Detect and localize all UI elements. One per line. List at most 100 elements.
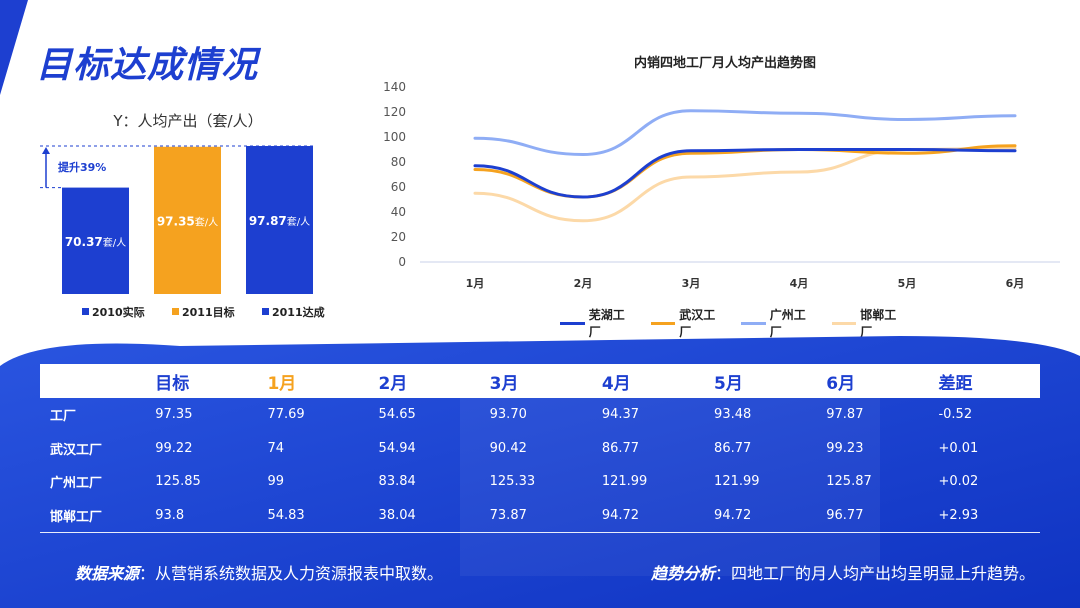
table-row-label: 工厂 bbox=[50, 409, 77, 425]
y-tick-label: 80 bbox=[391, 155, 406, 169]
table-row: 邯郸工厂 93.8 54.83 38.04 73.87 94.72 94.72 96.77 +2… bbox=[40, 498, 1040, 533]
trend-label: 趋势分析 bbox=[650, 564, 715, 583]
table-header-cell: 目标 bbox=[155, 373, 190, 394]
legend-swatch bbox=[650, 321, 676, 325]
bar-chart-ylabel: Y：人均产出（套/人） bbox=[113, 112, 263, 130]
bar-data-label: 70.37套/人 bbox=[65, 235, 126, 249]
bottom-panel-background bbox=[0, 336, 1080, 608]
table-cell: 94.37 bbox=[601, 407, 640, 423]
table-cell: 94.72 bbox=[704, 498, 817, 533]
table-header-cell: 差距 bbox=[938, 373, 973, 394]
table-cell: 73.87 bbox=[479, 498, 592, 533]
table-cell: 83.84 bbox=[378, 474, 416, 490]
y-tick-label: 140 bbox=[383, 80, 406, 94]
bar-1 bbox=[62, 187, 129, 294]
legend-swatch bbox=[831, 321, 857, 325]
legend-item-handan: 邯郸工厂 bbox=[831, 306, 901, 340]
table-cell: 77.69 bbox=[267, 407, 305, 423]
bar-legend-label: 2011目标 bbox=[182, 305, 235, 319]
x-tick-label: 5月 bbox=[898, 277, 917, 290]
table-header-cell: 3月 bbox=[489, 373, 519, 394]
table-header-cell: 2月 bbox=[378, 373, 408, 394]
table-cell: 86.77 bbox=[601, 440, 640, 456]
bar-3 bbox=[246, 146, 313, 294]
legend-swatch bbox=[262, 308, 269, 315]
line-chart: 0 20 40 60 80 100 120 140 1月 2月 3月 4月 5月 6月 bbox=[383, 80, 1060, 290]
table-cell: +2.93 bbox=[928, 498, 1040, 533]
table-cell: 90.42 bbox=[489, 440, 527, 456]
legend-label: 广州工厂 bbox=[769, 308, 806, 339]
legend-swatch bbox=[741, 321, 766, 325]
table-cell: +0.01 bbox=[938, 440, 979, 456]
y-tick-label: 100 bbox=[383, 130, 406, 144]
bar-legend-label: 2010实际 bbox=[92, 305, 145, 319]
table-cell: 99.22 bbox=[155, 440, 193, 456]
table-cell: -0.52 bbox=[938, 407, 973, 423]
colon: ： bbox=[139, 564, 156, 583]
bar-2 bbox=[154, 146, 221, 294]
legend-label: 邯郸工厂 bbox=[860, 308, 897, 339]
table-cell: 97.35 bbox=[155, 407, 193, 423]
bar-data-label: 97.35套/人 bbox=[157, 214, 218, 228]
notes-bar: 数据来源：从营销系统数据及人力资源报表中取数。 趋势分析：四地工厂的月人均产出均… bbox=[75, 560, 1035, 584]
table-header-cell: 4月 bbox=[601, 373, 631, 394]
line-series-1 bbox=[473, 148, 1017, 199]
data-table: 目标 1月 2月 3月 4月 5月 6月 差距 工厂 97.35 77.69 54.65 93.70 9… bbox=[40, 364, 1040, 533]
data-table-container: 目标 1月 2月 3月 4月 5月 6月 差距 工厂 97.35 77.69 54.65 93.70 9… bbox=[40, 364, 1040, 533]
legend-item-wuhu: 芜湖工厂 bbox=[560, 306, 629, 340]
x-tick-label: 2月 bbox=[574, 277, 593, 290]
table-cell: 93.8 bbox=[145, 498, 258, 533]
source-text: 从营销系统数据及人力资源报表中取数。 bbox=[155, 564, 444, 583]
y-tick-label: 20 bbox=[391, 230, 406, 244]
table-row-label: 邯郸工厂 bbox=[40, 498, 146, 533]
table-cell: 94.72 bbox=[591, 498, 705, 533]
table-cell: 93.48 bbox=[714, 407, 752, 423]
source-label: 数据来源 bbox=[75, 564, 140, 583]
y-tick-label: 60 bbox=[391, 180, 406, 194]
table-header-cell bbox=[40, 364, 145, 398]
y-tick-label: 0 bbox=[398, 255, 406, 269]
legend-swatch bbox=[560, 321, 585, 325]
y-tick-label: 40 bbox=[391, 205, 406, 219]
legend-label: 芜湖工厂 bbox=[588, 308, 625, 339]
table-header-row: 目标 1月 2月 3月 4月 5月 6月 差距 bbox=[40, 364, 1040, 398]
table-row: 广州工厂 125.85 99 83.84 125.33 121.99 121.99 125.8… bbox=[40, 465, 1040, 499]
colon: ： bbox=[714, 564, 731, 583]
table-header-cell: 5月 bbox=[714, 373, 743, 394]
table-cell: 121.99 bbox=[601, 474, 648, 490]
table-cell: 97.87 bbox=[826, 407, 864, 423]
table-header-cell: 6月 bbox=[826, 373, 856, 394]
line-chart-legend: 芜湖工厂 武汉工厂 广州工厂 邯郸工厂 bbox=[560, 306, 900, 340]
title-accent-shape bbox=[0, 0, 28, 95]
table-cell: 54.94 bbox=[378, 440, 416, 456]
table-cell: 54.65 bbox=[378, 407, 416, 423]
table-cell: 74 bbox=[267, 440, 284, 456]
table-cell: 54.83 bbox=[257, 498, 369, 533]
legend-item-guangzhou: 广州工厂 bbox=[741, 306, 810, 340]
x-tick-label: 4月 bbox=[790, 277, 809, 290]
table-cell: 125.85 bbox=[155, 474, 201, 490]
table-cell: 99 bbox=[267, 474, 284, 490]
x-tick-label: 6月 bbox=[1006, 277, 1025, 290]
table-header-cell: 1月 bbox=[267, 373, 297, 394]
table-cell: 99.23 bbox=[826, 440, 864, 456]
legend-item-wuhan: 武汉工厂 bbox=[650, 306, 720, 340]
table-row-label: 武汉工厂 bbox=[50, 442, 103, 458]
legend-swatch bbox=[82, 308, 89, 315]
table-body: 工厂 97.35 77.69 54.65 93.70 94.37 93.48 97.87 -0.… bbox=[40, 398, 1040, 533]
line-series-3 bbox=[473, 109, 1017, 157]
y-tick-label: 120 bbox=[383, 105, 406, 119]
line-chart-title: 内销四地工厂月人均产出趋势图 bbox=[633, 56, 816, 71]
trend-note: 趋势分析：四地工厂的月人均产出均呈明显上升趋势。 bbox=[651, 560, 1035, 584]
bar-chart: 提升39% 70.37套/人 97.35套/人 97.87套/人 2010实际 2011目… bbox=[40, 145, 325, 319]
table-cell: 96.77 bbox=[816, 498, 929, 533]
table-cell: +0.02 bbox=[938, 474, 979, 490]
bar-data-label: 97.87套/人 bbox=[249, 214, 310, 228]
x-tick-label: 3月 bbox=[682, 277, 701, 290]
x-tick-label: 1月 bbox=[466, 277, 485, 290]
increase-arrow-head bbox=[42, 147, 50, 154]
legend-swatch bbox=[172, 308, 179, 315]
legend-label: 武汉工厂 bbox=[679, 308, 716, 339]
increase-annotation: 提升39% bbox=[58, 160, 106, 174]
table-cell: 93.70 bbox=[489, 407, 527, 423]
